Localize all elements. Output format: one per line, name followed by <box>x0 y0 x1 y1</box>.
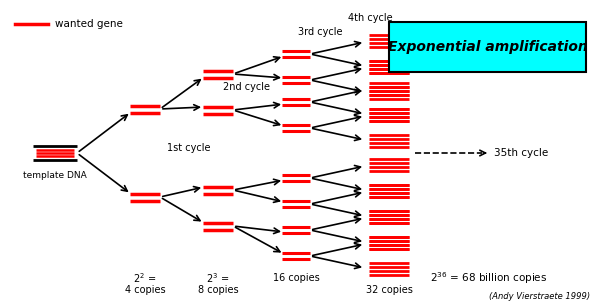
Text: 4th cycle: 4th cycle <box>347 13 392 23</box>
Text: Exponential amplification: Exponential amplification <box>388 40 587 54</box>
Text: $2^3$ =: $2^3$ = <box>206 271 230 285</box>
Text: wanted gene: wanted gene <box>55 19 123 29</box>
Text: 35th cycle: 35th cycle <box>494 148 548 158</box>
FancyBboxPatch shape <box>389 22 586 72</box>
Text: 1st cycle: 1st cycle <box>167 143 210 153</box>
Text: 16 copies: 16 copies <box>273 273 319 283</box>
Text: 2nd cycle: 2nd cycle <box>223 82 270 92</box>
Text: (Andy Vierstraete 1999): (Andy Vierstraete 1999) <box>489 292 590 301</box>
Text: 4 copies: 4 copies <box>125 285 165 295</box>
Text: 3rd cycle: 3rd cycle <box>298 27 343 37</box>
Text: 32 copies: 32 copies <box>365 285 413 295</box>
Text: $2^{36}$ = 68 billion copies: $2^{36}$ = 68 billion copies <box>430 270 547 286</box>
Text: template DNA: template DNA <box>23 171 87 180</box>
Text: 8 copies: 8 copies <box>198 285 239 295</box>
Text: $2^2$ =: $2^2$ = <box>133 271 157 285</box>
